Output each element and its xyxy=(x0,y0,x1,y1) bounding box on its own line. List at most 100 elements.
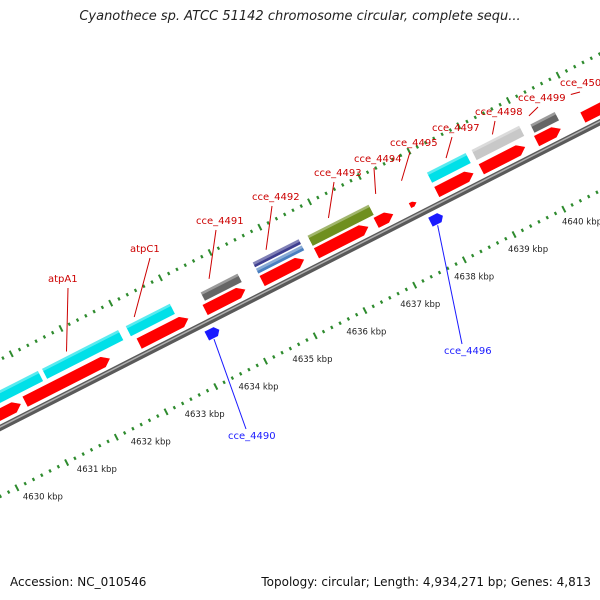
cyan-block-bevel xyxy=(0,370,40,394)
leader-line xyxy=(213,338,247,430)
red-arrow-6 xyxy=(313,224,370,260)
scale-label: 4638 kbp xyxy=(454,273,494,283)
cyan-block-bevel xyxy=(125,303,172,329)
outer-tick xyxy=(456,122,462,130)
red-small-arrow xyxy=(407,200,418,209)
inner-tick xyxy=(163,408,169,416)
outer-tick xyxy=(233,237,237,242)
scale-label: 4640 kbp xyxy=(562,218,600,228)
red-arrow-5 xyxy=(258,257,306,287)
inner-tick xyxy=(73,456,77,461)
gene-label-atpC1: atpC1 xyxy=(130,244,160,255)
outer-tick xyxy=(531,85,535,90)
inner-tick xyxy=(346,317,351,321)
inner-tick xyxy=(578,198,583,203)
olive-block-bevel xyxy=(307,204,370,239)
outer-tick xyxy=(589,56,593,61)
cyan-block xyxy=(0,370,44,404)
feature-tracks xyxy=(0,101,600,422)
inner-tick xyxy=(255,363,259,368)
inner-tick xyxy=(421,279,425,283)
outer-tick xyxy=(573,64,577,69)
inner-tick xyxy=(56,464,61,469)
inner-tick xyxy=(504,236,508,241)
gray-block xyxy=(199,272,243,302)
olive-block xyxy=(306,203,375,247)
cyan-block xyxy=(426,152,472,184)
outer-tick xyxy=(216,246,221,251)
inner-tick xyxy=(263,357,268,365)
cyan-block xyxy=(41,329,125,380)
gene-label-cce_4490: cce_4490 xyxy=(228,431,276,442)
outer-tick xyxy=(332,187,337,192)
inner-tick xyxy=(31,477,36,482)
inner-tick xyxy=(156,414,160,418)
outer-tick xyxy=(498,102,502,107)
outer-tick xyxy=(564,69,569,73)
leader-line xyxy=(401,151,411,181)
scale-label: 4633 kbp xyxy=(185,410,225,420)
map-title: Cyanothece sp. ATCC 51142 chromosome cir… xyxy=(79,9,521,24)
outer-tick xyxy=(92,309,96,314)
accession-label: Accession: NC_010546 xyxy=(10,575,147,589)
inner-tick xyxy=(98,443,102,448)
inner-tick xyxy=(404,287,409,292)
outer-tick xyxy=(191,258,196,263)
inner-tick xyxy=(528,224,533,228)
outer-tick xyxy=(515,94,519,99)
scale-label: 4639 kbp xyxy=(508,245,548,255)
inner-tick xyxy=(122,431,127,435)
topology-label: Topology: circular; Length: 4,934,271 bp… xyxy=(261,575,591,589)
outer-tick xyxy=(432,136,436,141)
outer-tick xyxy=(465,119,469,124)
outer-tick xyxy=(249,229,254,234)
gene-label-cce_4496: cce_4496 xyxy=(444,346,492,357)
inner-tick xyxy=(520,228,525,233)
inner-tick xyxy=(570,203,574,207)
inner-tick xyxy=(213,382,219,391)
outer-tick xyxy=(299,204,303,208)
inner-tick xyxy=(0,494,3,499)
outer-tick xyxy=(157,274,163,282)
inner-tick xyxy=(205,388,210,393)
inner-tick xyxy=(461,256,467,264)
inner-tick xyxy=(147,418,152,423)
inner-tick xyxy=(48,469,52,473)
outer-tick xyxy=(200,254,204,259)
outer-tick xyxy=(349,178,353,183)
outer-tick xyxy=(100,305,105,310)
inner-tick xyxy=(511,230,517,239)
outer-tick xyxy=(125,292,129,297)
inner-tick xyxy=(197,393,201,397)
inner-tick xyxy=(586,194,591,199)
outer-tick xyxy=(108,299,114,307)
outer-tick xyxy=(398,153,403,158)
outer-tick xyxy=(365,170,370,175)
outer-tick xyxy=(282,212,287,217)
inner-tick xyxy=(379,300,384,304)
scale-label: 4635 kbp xyxy=(292,355,332,365)
outer-tick xyxy=(423,140,428,145)
inner-tick xyxy=(595,190,599,195)
inner-tick xyxy=(238,371,243,376)
outer-tick xyxy=(17,347,22,352)
inner-tick xyxy=(172,405,177,410)
red-arrow-1 xyxy=(0,401,22,422)
red-arrow-2 xyxy=(21,356,111,408)
red-arrow-10 xyxy=(533,126,562,148)
outer-tick xyxy=(382,161,386,166)
gene-label-cce_4497: cce_4497 xyxy=(432,123,480,134)
outer-tick xyxy=(26,343,30,348)
indigo-block xyxy=(251,238,302,269)
inner-tick xyxy=(437,270,442,275)
inner-tick xyxy=(561,205,567,213)
inner-tick xyxy=(131,426,135,431)
inner-tick xyxy=(470,253,475,258)
backbone xyxy=(0,118,600,432)
inner-tick xyxy=(396,291,400,296)
outer-tick xyxy=(291,208,295,213)
outer-tick xyxy=(58,324,64,333)
outer-tick xyxy=(440,132,444,137)
red-arrow-9 xyxy=(477,144,527,176)
outer-tick xyxy=(307,198,313,206)
